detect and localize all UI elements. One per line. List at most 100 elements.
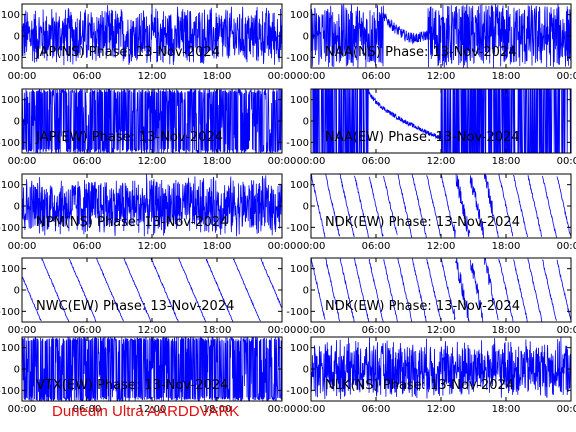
x-tick-label: 06:00 — [73, 325, 102, 336]
x-tick-label: 00:00 — [557, 71, 576, 82]
y-tick-label: 100 — [1, 10, 20, 21]
phase-trace-9 — [21, 336, 283, 403]
panel-label: JAP(EW) Phase: 13-Nov-2024 — [35, 130, 223, 145]
x-tick-label: 06:00 — [362, 71, 391, 82]
x-tick-label: 00:00 — [268, 404, 297, 415]
phase-trace-7 — [21, 257, 283, 323]
x-tick-label: 18:00 — [492, 156, 521, 167]
x-tick-label: 00:00 — [8, 71, 37, 82]
x-tick-label: 00:00 — [297, 325, 326, 336]
x-tick-label: 18:00 — [492, 71, 521, 82]
x-tick-label: 00:00 — [268, 241, 297, 252]
panel-label: VTX(EW) Phase: 13-Nov-2024 — [36, 378, 228, 393]
y-tick-label: 100 — [290, 343, 309, 354]
y-tick-label: -100 — [0, 386, 20, 397]
x-tick-label: 00:00 — [297, 156, 326, 167]
x-tick-label: 00:00 — [557, 325, 576, 336]
panel-label: NPM(NS) Phase: 13-Nov-2024 — [36, 215, 228, 230]
x-tick-label: 00:00 — [557, 404, 576, 415]
x-tick-label: 18:00 — [203, 71, 232, 82]
y-tick-label: 100 — [290, 10, 309, 21]
phase-panel-5: 100 0 -100 00:00 06:00 12:00 18:00 00:00 NPM(NS)… — [0, 173, 297, 252]
y-tick-label: 0 — [303, 202, 309, 213]
phase-panel-2: 100 0 -100 00:00 06:00 12:00 18:00 00:00 NAA(NS)… — [286, 3, 576, 82]
panel-label: NDK(EW) Phase: 13-Nov-2024 — [325, 215, 520, 230]
x-tick-label: 18:00 — [203, 241, 232, 252]
panel-label: NWC(EW) Phase: 13-Nov-2024 — [36, 299, 234, 314]
x-tick-label: 12:00 — [427, 241, 456, 252]
x-tick-label: 18:00 — [203, 404, 232, 415]
x-tick-label: 12:00 — [138, 156, 167, 167]
y-tick-label: 0 — [14, 286, 20, 297]
y-tick-label: -100 — [286, 223, 309, 234]
footer-credit: Dunedin Ultra AARDDVARK — [52, 403, 240, 420]
panel-label: NAA(NS) Phase: 13-Nov-2024 — [325, 45, 516, 60]
x-tick-label: 00:00 — [297, 404, 326, 415]
x-tick-label: 06:00 — [362, 241, 391, 252]
y-tick-label: -100 — [0, 53, 20, 64]
x-tick-label: 18:00 — [203, 156, 232, 167]
y-tick-label: -100 — [286, 307, 309, 318]
phase-panel-6: 100 0 -100 00:00 06:00 12:00 18:00 00:00 NDK(EW)… — [286, 173, 576, 252]
y-tick-label: 0 — [14, 117, 20, 128]
x-tick-label: 00:00 — [268, 71, 297, 82]
x-tick-label: 12:00 — [427, 325, 456, 336]
x-tick-label: 12:00 — [427, 71, 456, 82]
phase-panel-7: 100 0 -100 00:00 06:00 12:00 18:00 00:00 NWC(EW)… — [0, 257, 297, 336]
x-tick-label: 00:00 — [557, 241, 576, 252]
y-tick-label: 100 — [290, 95, 309, 106]
y-tick-label: 0 — [303, 365, 309, 376]
x-tick-label: 06:00 — [73, 404, 102, 415]
x-tick-label: 06:00 — [362, 325, 391, 336]
x-tick-label: 12:00 — [138, 404, 167, 415]
phase-panel-9: 100 0 -100 00:00 06:00 12:00 18:00 00:00 VTX(EW)… — [0, 336, 297, 415]
x-tick-label: 00:00 — [297, 71, 326, 82]
x-tick-label: 12:00 — [138, 325, 167, 336]
x-tick-label: 06:00 — [73, 156, 102, 167]
x-tick-label: 18:00 — [492, 404, 521, 415]
y-tick-label: 0 — [303, 117, 309, 128]
y-tick-label: 100 — [1, 95, 20, 106]
x-tick-label: 00:00 — [268, 325, 297, 336]
y-tick-label: 100 — [1, 180, 20, 191]
y-tick-label: 100 — [1, 264, 20, 275]
panel-label: NAA(EW) Phase: 13-Nov-2024 — [325, 130, 520, 145]
x-tick-label: 18:00 — [203, 325, 232, 336]
y-tick-label: 0 — [14, 365, 20, 376]
y-tick-label: -100 — [0, 138, 20, 149]
x-tick-label: 00:00 — [297, 241, 326, 252]
x-tick-label: 12:00 — [427, 156, 456, 167]
phase-panel-1: 100 0 -100 00:00 06:00 12:00 18:00 00:00 JAP(NS)… — [0, 3, 297, 82]
y-tick-label: 0 — [14, 202, 20, 213]
panel-label: JAP(NS) Phase: 13-Nov-2024 — [35, 45, 220, 60]
phase-trace-5 — [21, 174, 283, 237]
y-tick-label: -100 — [286, 386, 309, 397]
y-tick-label: -100 — [286, 53, 309, 64]
x-tick-label: 00:00 — [8, 325, 37, 336]
y-tick-label: -100 — [0, 307, 20, 318]
phase-trace-10 — [310, 337, 572, 400]
y-tick-label: -100 — [286, 138, 309, 149]
panel-label: NDK(EW) Phase: 13-Nov-2024 — [325, 299, 520, 314]
y-tick-label: 100 — [290, 180, 309, 191]
x-tick-label: 06:00 — [362, 156, 391, 167]
x-tick-label: 00:00 — [8, 241, 37, 252]
phase-panel-8: 100 0 -100 00:00 06:00 12:00 18:00 00:00 NDK(EW)… — [286, 257, 576, 336]
x-tick-label: 06:00 — [362, 404, 391, 415]
y-tick-label: 0 — [14, 32, 20, 43]
x-tick-label: 06:00 — [73, 241, 102, 252]
x-tick-label: 18:00 — [492, 325, 521, 336]
x-tick-label: 00:00 — [557, 156, 576, 167]
phase-trace-6 — [310, 173, 571, 239]
y-tick-label: 0 — [303, 32, 309, 43]
y-tick-label: 100 — [1, 343, 20, 354]
panel-label: NLK(NS) Phase: 13-Nov-2024 — [325, 378, 514, 393]
x-tick-label: 00:00 — [8, 156, 37, 167]
x-tick-label: 12:00 — [138, 241, 167, 252]
y-tick-label: 0 — [303, 286, 309, 297]
phase-trace-2 — [310, 4, 572, 68]
x-tick-label: 12:00 — [138, 71, 167, 82]
x-tick-label: 12:00 — [427, 404, 456, 415]
phase-panel-10: 100 0 -100 00:00 06:00 12:00 18:00 00:00 NLK(NS)… — [286, 336, 576, 415]
